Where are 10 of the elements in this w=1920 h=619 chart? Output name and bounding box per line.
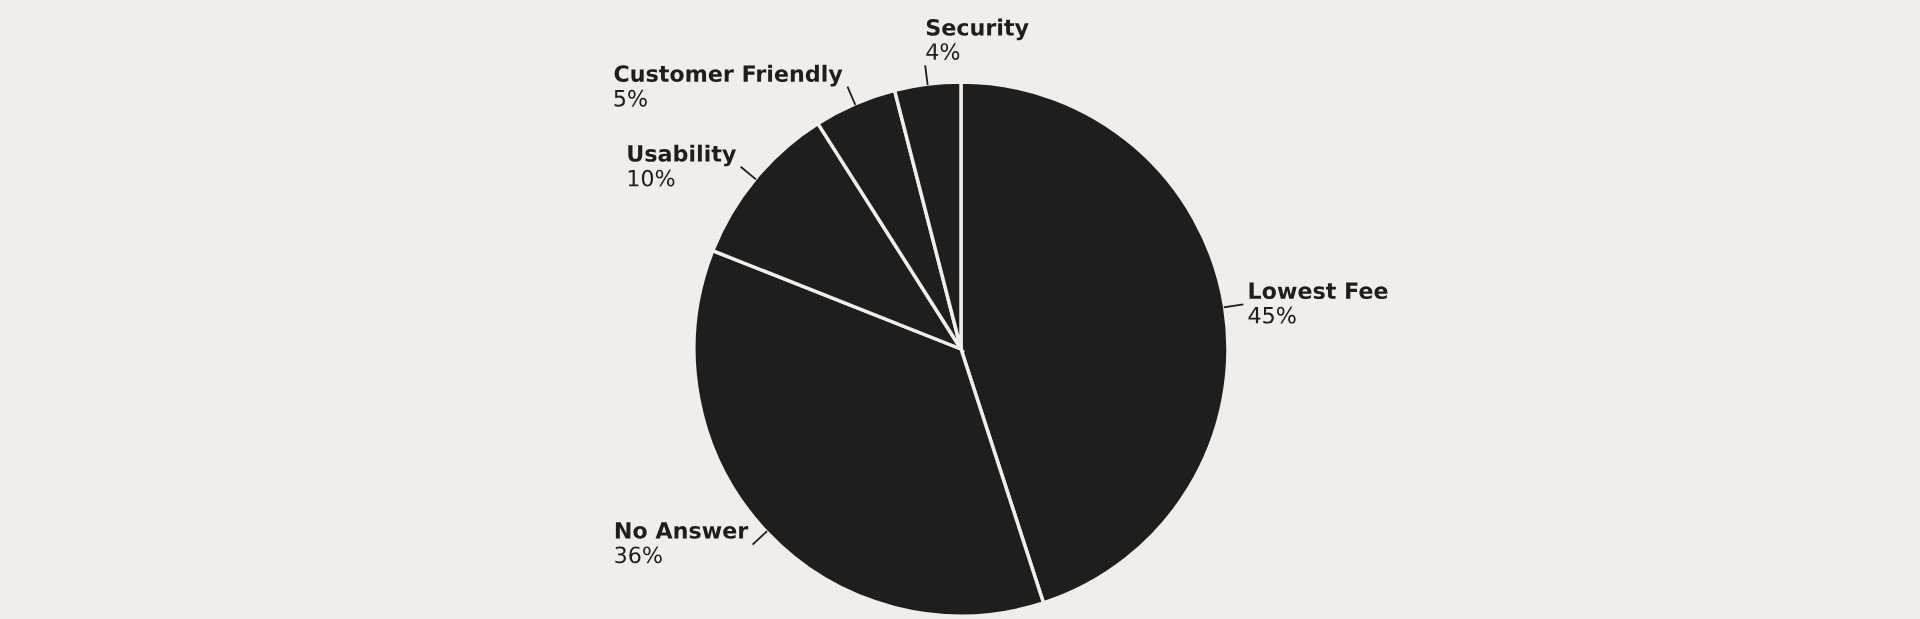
data-label: 36% [615,546,662,564]
slice-label: Usability [628,144,736,167]
data-label: 4% [926,43,960,60]
data-label: 45% [1248,306,1296,324]
slice-label: Security [926,18,1029,41]
slice-label: No Answer [615,522,749,539]
data-label: 5% [614,89,647,107]
slice-label: Customer Friendly [614,64,843,87]
slice-label: Lowest Fee [1249,282,1388,300]
data-label: 10% [628,169,675,187]
